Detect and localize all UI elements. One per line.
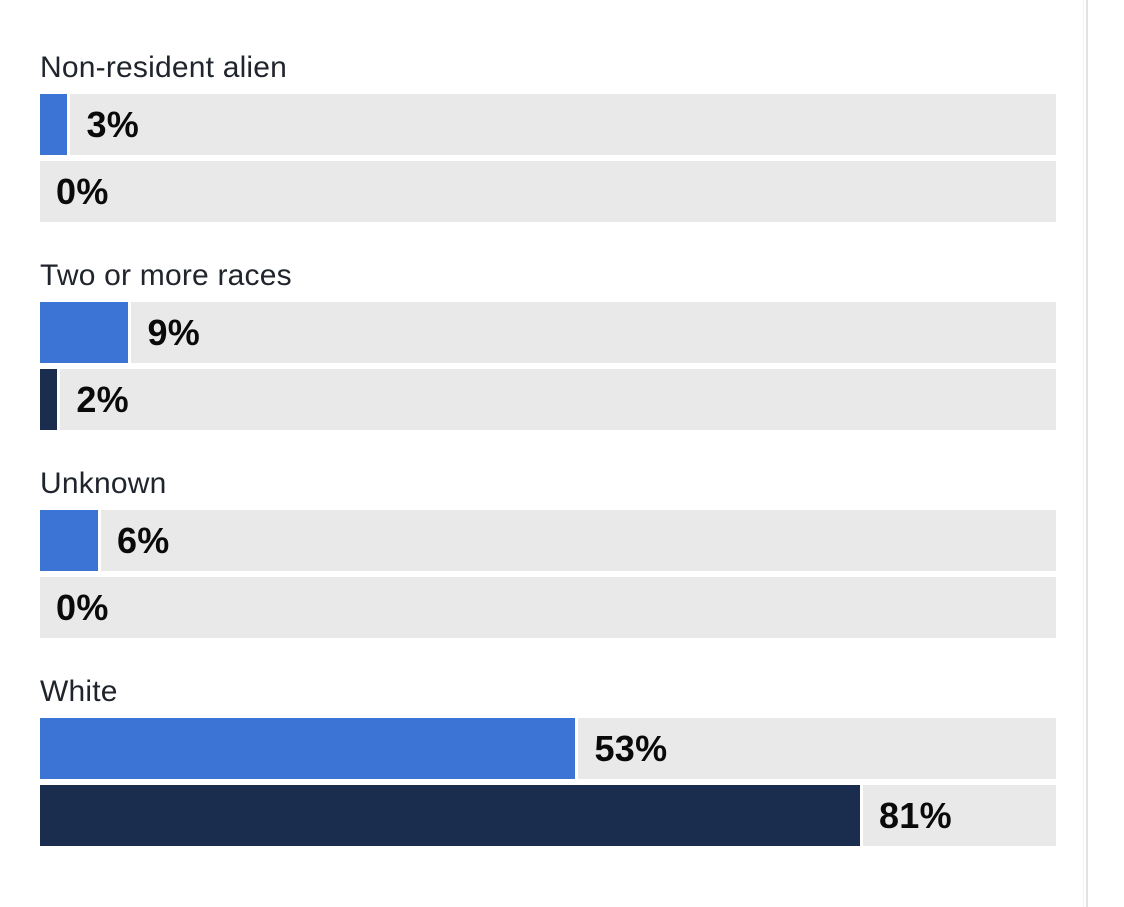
bar-row: 3% [40,94,1056,155]
bar-track: 2% [40,369,1056,430]
bar-group: Non-resident alien 3% 0% [40,51,1056,222]
bar-row: 2% [40,369,1056,430]
bar-group: Two or more races 9% 2% [40,259,1056,430]
category-label: White [40,675,118,708]
vertical-divider [1086,0,1088,907]
bar-fill [40,718,579,779]
bar-value-label: 3% [86,103,140,145]
bar-track: 6% [40,510,1056,571]
bar-value-label: 81% [878,794,952,836]
category-label: Two or more races [40,259,292,292]
bar-fill [40,302,132,363]
bar-row: 9% [40,302,1056,363]
bar-row: 81% [40,785,1056,846]
bar-row: 0% [40,577,1056,638]
bar-value-label: 2% [76,378,129,420]
vertical-divider-light [1083,0,1084,907]
bar-track: 0% [40,161,1056,222]
bar-track: 0% [40,577,1056,638]
bar-track: 53% [40,718,1056,779]
bar-track: 9% [40,302,1056,363]
bar-track: 81% [40,785,1056,846]
category-label: Non-resident alien [40,51,288,84]
bar-value-label: 9% [147,311,201,353]
category-label: Unknown [40,467,167,500]
bar-value-label: 6% [116,519,170,561]
bar-value-label: 0% [56,586,109,628]
bar-fill [40,785,863,846]
bar-fill [40,510,101,571]
bar-track: 3% [40,94,1056,155]
bar-group: White 53% 81% [40,675,1056,846]
bar-row: 6% [40,510,1056,571]
bar-value-label: 53% [594,727,668,769]
bar-fill [40,369,61,430]
bar-value-label: 0% [56,170,109,212]
bar-fill [40,94,71,155]
bar-row: 0% [40,161,1056,222]
bar-row: 53% [40,718,1056,779]
grouped-bar-chart: Non-resident alien 3% 0% Two or more rac… [40,51,1056,846]
bar-group: Unknown 6% 0% [40,467,1056,638]
